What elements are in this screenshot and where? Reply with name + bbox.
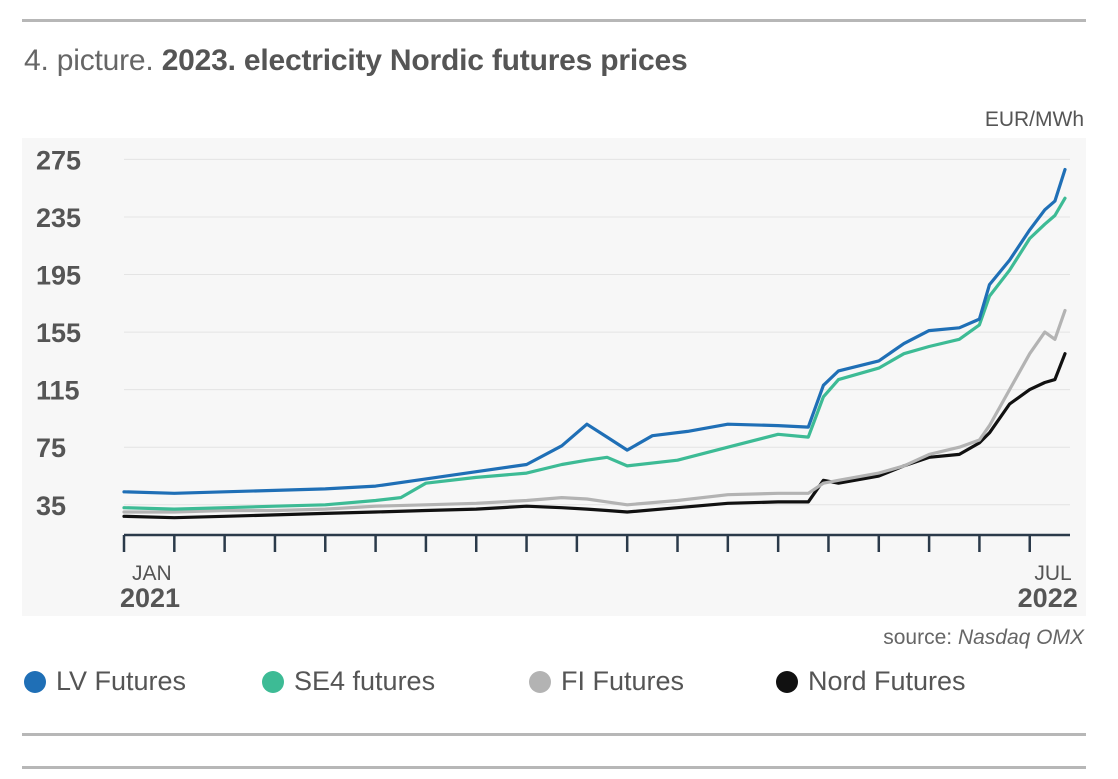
- y-tick-label: 235: [36, 203, 81, 233]
- x-tick-month: JUL: [1034, 562, 1071, 585]
- legend-label-nord: Nord Futures: [808, 666, 966, 696]
- y-tick-label: 75: [36, 433, 66, 463]
- y-tick-label: 115: [36, 376, 80, 406]
- title-main: 2023. electricity Nordic futures prices: [161, 44, 688, 77]
- x-tick-month: JAN: [132, 562, 172, 585]
- y-tick-label: 275: [36, 145, 81, 175]
- series-line-fi-futures: [122, 308, 1067, 514]
- title-prefix: 4. picture.: [24, 44, 154, 77]
- x-tick-year: 2022: [1018, 583, 1078, 613]
- chart-title: 4. picture. 2023. electricity Nordic fut…: [24, 44, 688, 78]
- series-line-nord-futures: [122, 352, 1067, 520]
- y-tick-label: 195: [36, 261, 81, 291]
- x-tick-year: 2021: [120, 583, 180, 613]
- plot-background: [22, 138, 1086, 616]
- series-line-lv-futures: [122, 167, 1067, 495]
- bottom-rule-1: [22, 733, 1086, 736]
- source-note: source: Nasdaq OMX: [883, 626, 1084, 650]
- unit-label: EUR/MWh: [984, 108, 1084, 131]
- series-line-se4-futures: [122, 196, 1067, 511]
- nord-swatch: [776, 670, 798, 693]
- legend-label-se4: SE4 futures: [294, 666, 436, 696]
- legend-item-fi: FI Futures: [529, 666, 684, 697]
- bottom-rule-2: [22, 766, 1086, 769]
- y-tick-label: 35: [36, 491, 66, 521]
- legend-item-se4: SE4 futures: [262, 666, 435, 697]
- legend-item-nord: Nord Futures: [776, 666, 966, 697]
- se4-swatch: [262, 670, 284, 693]
- source-prefix: source:: [883, 626, 953, 649]
- y-tick-label: 155: [36, 318, 81, 348]
- legend-item-lv: LV Futures: [24, 666, 186, 697]
- source-name: Nasdaq OMX: [957, 626, 1084, 649]
- legend-label-fi: FI Futures: [561, 666, 685, 696]
- top-rule: [22, 19, 1086, 22]
- lv-swatch: [24, 670, 46, 693]
- legend: LV Futures SE4 futures FI Futures Nord F…: [24, 666, 1084, 702]
- legend-label-lv: LV Futures: [56, 666, 187, 696]
- fi-swatch: [529, 670, 551, 693]
